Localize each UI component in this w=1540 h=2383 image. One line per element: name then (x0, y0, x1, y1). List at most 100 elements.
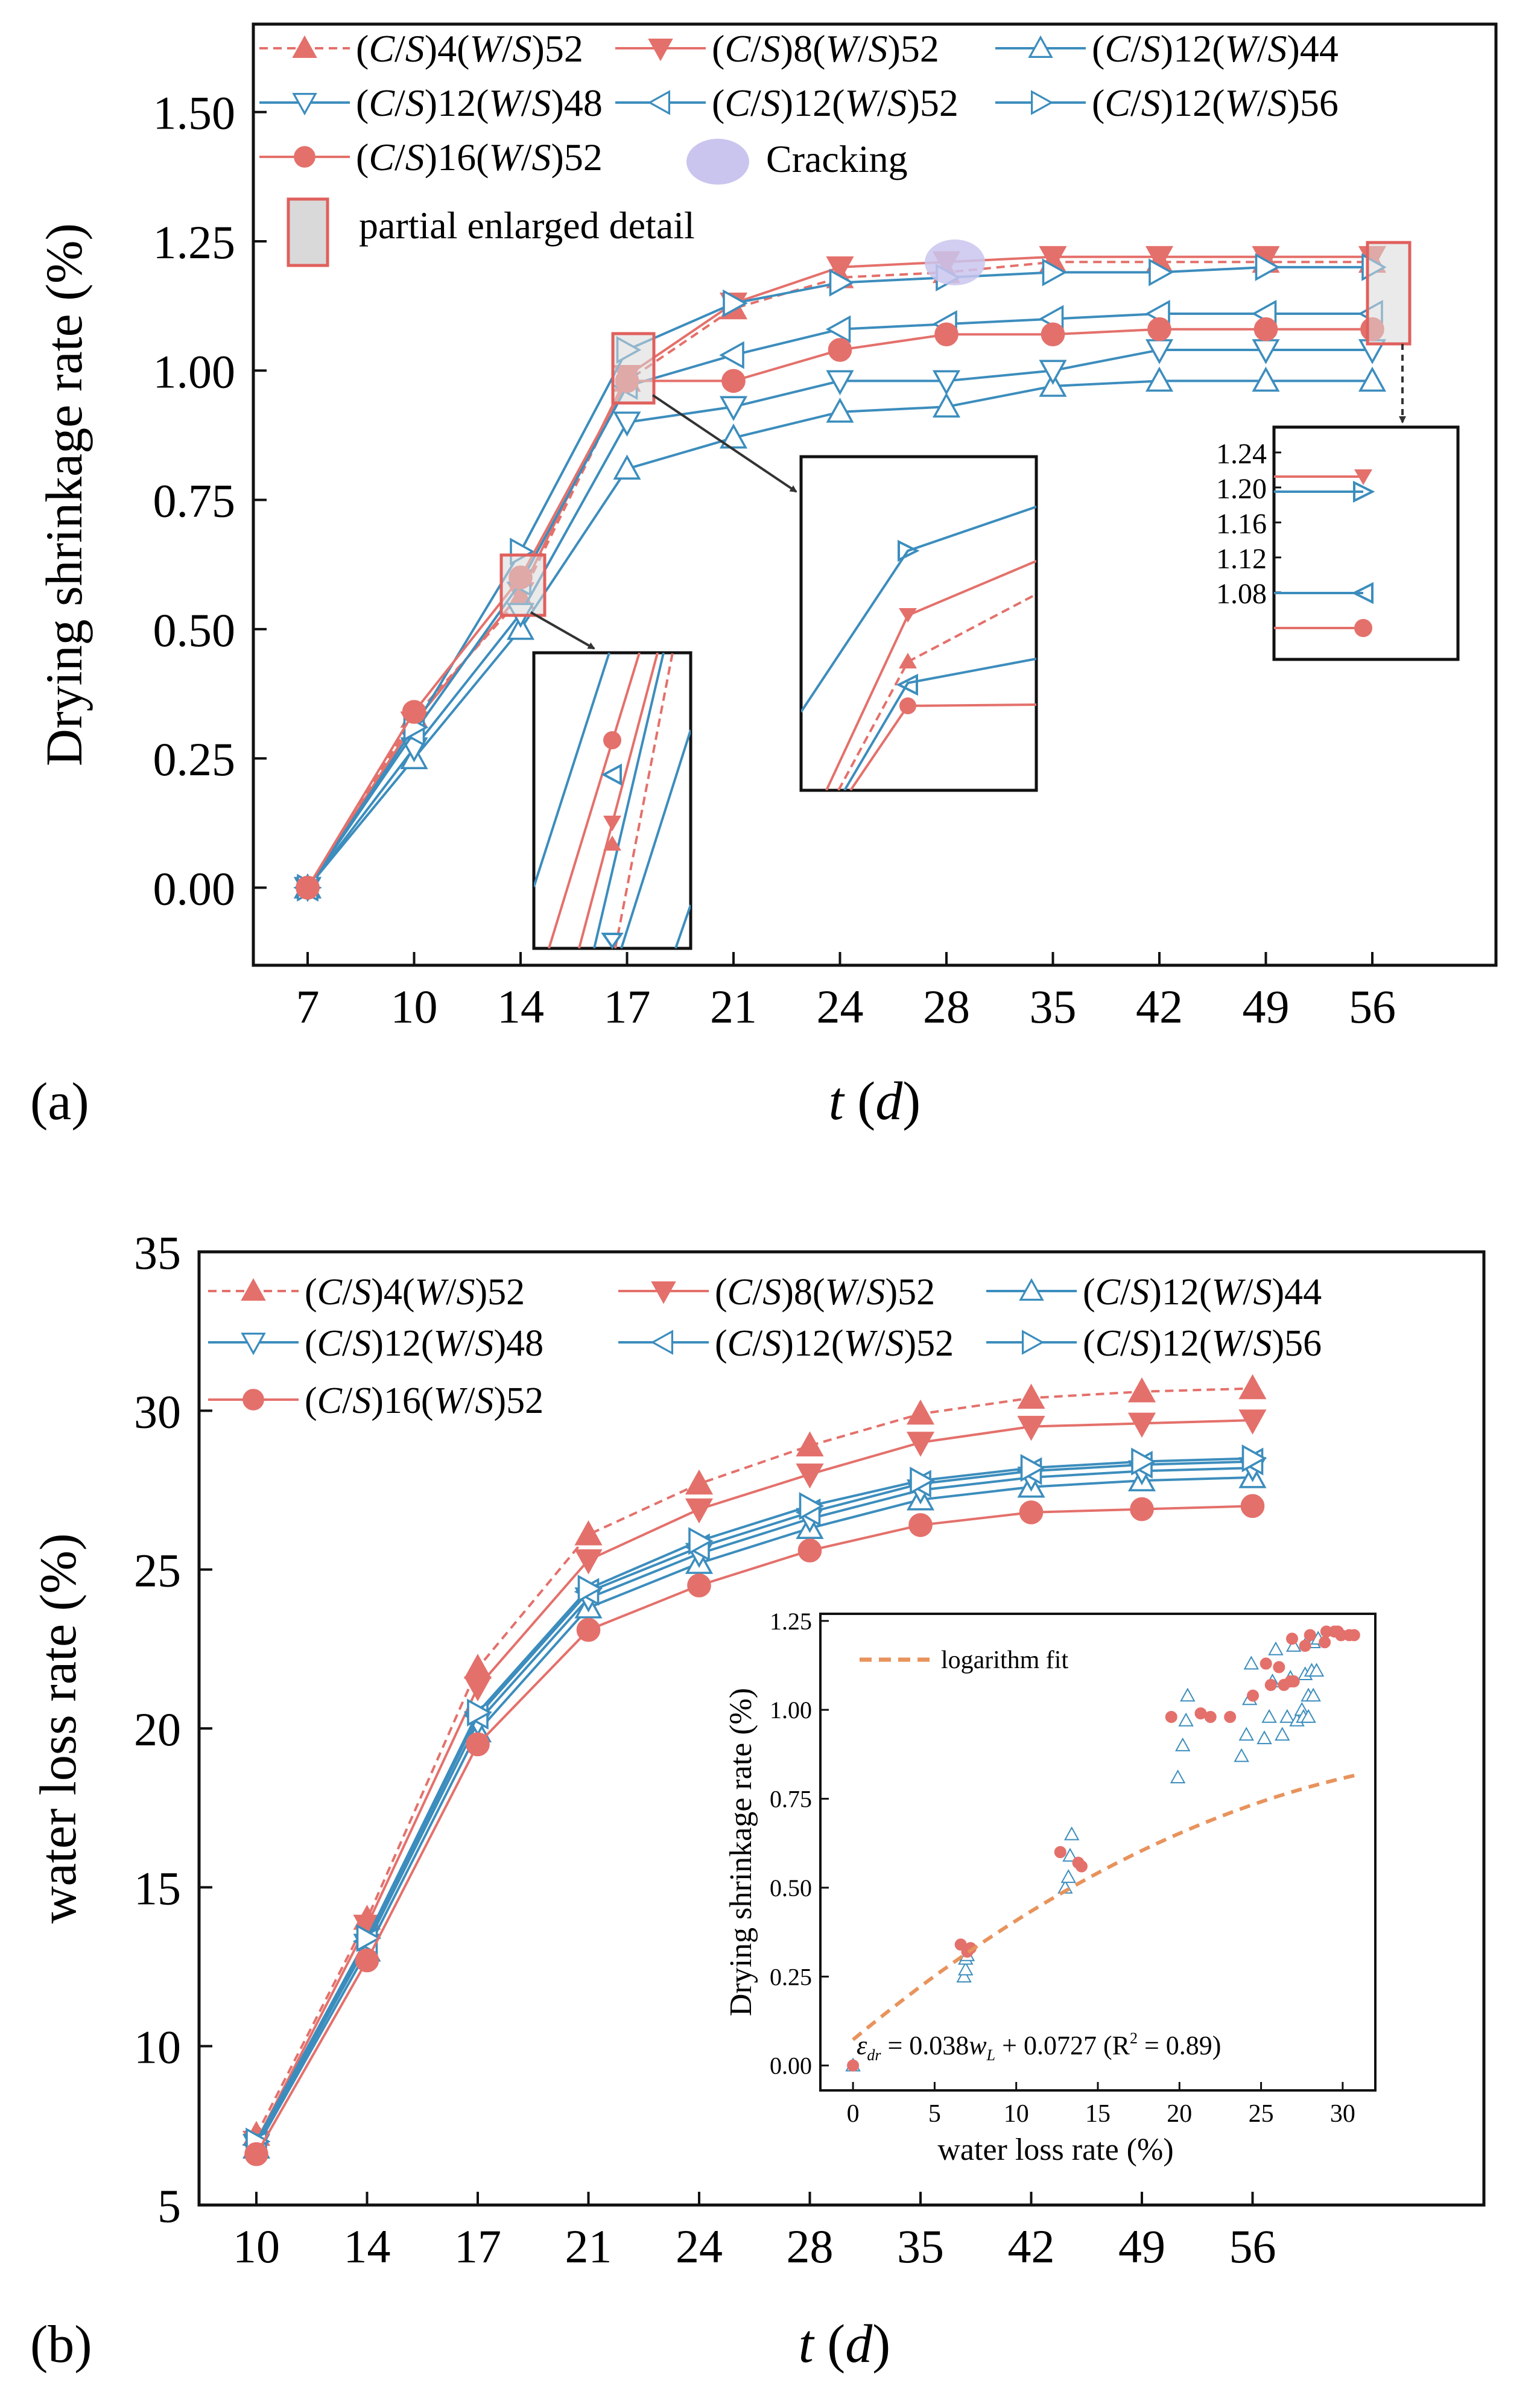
data-point-cs12ws56 (1255, 253, 1281, 281)
inset-56-tick-label: 1.12 (1216, 543, 1267, 575)
x-tick-label: 24 (817, 980, 864, 1033)
legend-cracking: Cracking (686, 138, 908, 185)
x-tick-label: 14 (497, 980, 544, 1033)
inset-point-blue (1170, 1769, 1186, 1783)
inset-point-red (1273, 1661, 1285, 1674)
x-tick-label: 56 (1229, 2220, 1276, 2273)
data-point-cs16ws52 (1147, 317, 1171, 341)
legend-marker (1019, 1278, 1044, 1301)
data-point-cs16ws52 (934, 322, 959, 347)
legend-label-cs12ws44: (C/S)12(W/S)44 (1092, 27, 1339, 70)
data-point-cs16ws52 (576, 1617, 601, 1642)
legend-label-cs12ws48: (C/S)12(W/S)48 (356, 81, 603, 124)
y-tick-label: 1.50 (153, 87, 236, 139)
inset-point-blue (1180, 1687, 1196, 1702)
data-point-cs12ws56 (910, 1467, 935, 1495)
y-tick-label: 0.00 (153, 862, 236, 915)
legend-marker (650, 1330, 674, 1355)
data-point-cs8ws52 (574, 1549, 603, 1575)
data-point-cs4ws52 (1017, 1383, 1045, 1409)
data-point-cs8ws52 (1039, 246, 1067, 271)
inset-56-tick-label: 1.24 (1216, 438, 1267, 470)
inset-point-red (1194, 1707, 1207, 1720)
data-point-cs16ws52 (1253, 317, 1278, 341)
data-point-cs12ws44 (1252, 366, 1280, 392)
x-tick-label: 24 (676, 2220, 723, 2273)
legend-marker (241, 1332, 266, 1356)
data-point-cs16ws52 (244, 2142, 268, 2166)
data-point-cs16ws52 (355, 1948, 379, 1973)
inset-point-blue (1275, 1727, 1290, 1741)
data-point-cs4ws52 (906, 1399, 935, 1425)
inset-point-red (1260, 1657, 1272, 1670)
data-point-cs16ws52 (908, 1513, 933, 1537)
cracking-marker (925, 240, 985, 285)
inset-point-blue (1256, 1730, 1272, 1745)
x-tick-label: 35 (1030, 980, 1077, 1033)
inset-fit-line (852, 1772, 1360, 2042)
inset-56-tick-label: 1.20 (1216, 473, 1267, 505)
legend-marker (1021, 1330, 1045, 1355)
x-tick-label: 49 (1243, 980, 1290, 1033)
data-point-cs12ws48 (613, 411, 641, 437)
legend-label-cs4ws52: (C/S)4(W/S)52 (356, 27, 583, 70)
inset-14 (532, 651, 692, 950)
data-point-cs16ws52 (466, 1732, 490, 1757)
inset-point-red (1224, 1710, 1237, 1723)
data-point-cs16ws52 (296, 875, 320, 900)
series-line-cs12ws44 (255, 1476, 1253, 2149)
legend-label-cs12ws56: (C/S)12(W/S)56 (1092, 81, 1339, 124)
data-point-cs4ws52 (574, 1520, 603, 1546)
data-point-cs16ws52 (687, 1573, 711, 1598)
y-tick-label: 0.50 (153, 604, 236, 656)
legend-label-cs16ws52: (C/S)16(W/S)52 (356, 136, 603, 179)
data-point-cs12ws44 (1039, 372, 1067, 397)
panel-a: 0.00 0.25 0.50 0.75 1.00 1.25 1.50 7 10 14 17 21 24 2… (30, 22, 1498, 1131)
data-point-cs12ws56 (1042, 258, 1068, 287)
data-point-cs8ws52 (1127, 1412, 1156, 1438)
data-point-cs16ws52 (797, 1538, 822, 1563)
data-point-cs8ws52 (1017, 1415, 1045, 1441)
legend-marker (647, 90, 671, 115)
inset-x-tick-label: 10 (1004, 2100, 1029, 2128)
y-tick-label: 1.25 (153, 216, 236, 268)
x-tick-label: 14 (344, 2220, 391, 2273)
inset-point-red (954, 1938, 967, 1951)
inset-56-tick-label: 1.16 (1216, 508, 1267, 540)
inset-y-tick-label: 1.25 (770, 1608, 812, 1635)
inset-point-blue (956, 1969, 972, 1983)
inset-17 (799, 455, 1038, 792)
inset-point-red (1286, 1633, 1298, 1645)
inset-point-red (847, 2059, 860, 2072)
inset-x-tick-label: 25 (1249, 2100, 1274, 2128)
legend-label-cs4ws52: (C/S)4(W/S)52 (305, 1272, 525, 1313)
legend-label-cs12ws56: (C/S)12(W/S)56 (1083, 1323, 1322, 1364)
inset-56-ticks: 1.241.201.161.121.08 (1216, 438, 1281, 610)
data-point-cs12ws52 (719, 341, 744, 369)
y-tick-label: 5 (157, 2180, 181, 2232)
inset-scatter-axes: 0 5 10 15 20 25 30 0.00 0.25 0.50 0.75 1.00 1.25 (770, 1608, 1355, 2128)
inset-point-red (1247, 1689, 1260, 1702)
inset-point-blue (1261, 1709, 1277, 1723)
inset-point-blue (1305, 1687, 1321, 1702)
inset-point-red (1304, 1629, 1316, 1642)
data-point-cs12ws56 (1149, 258, 1174, 287)
data-point-cs12ws48 (1039, 360, 1067, 385)
inset-point-red (1072, 1856, 1085, 1869)
inset-point-blue (1279, 1709, 1295, 1723)
data-point-cs12ws44 (826, 398, 854, 423)
legend-marker (648, 38, 673, 62)
inset-y-tick-label: 1.00 (770, 1696, 812, 1724)
data-point-cs12ws52 (825, 315, 851, 343)
panel-a-legend: (C/S)4(W/S)52 (C/S)8(W/S)52 (C/S)12(W/S)44… (259, 27, 1339, 179)
data-point-cs8ws52 (463, 1676, 492, 1702)
x-tick-label: 21 (565, 2220, 612, 2273)
data-point-cs16ws52 (1041, 322, 1065, 347)
inset-point-blue (1175, 1737, 1191, 1751)
inset-scatter-frame (819, 1613, 1377, 2092)
detail-box-17 (611, 332, 656, 405)
data-point-cs16ws52 (828, 338, 852, 362)
data-point-cs12ws48 (826, 370, 854, 396)
series-line-cs4ws52 (255, 1387, 1253, 2136)
inset-x-tick-label: 15 (1085, 2100, 1111, 2128)
